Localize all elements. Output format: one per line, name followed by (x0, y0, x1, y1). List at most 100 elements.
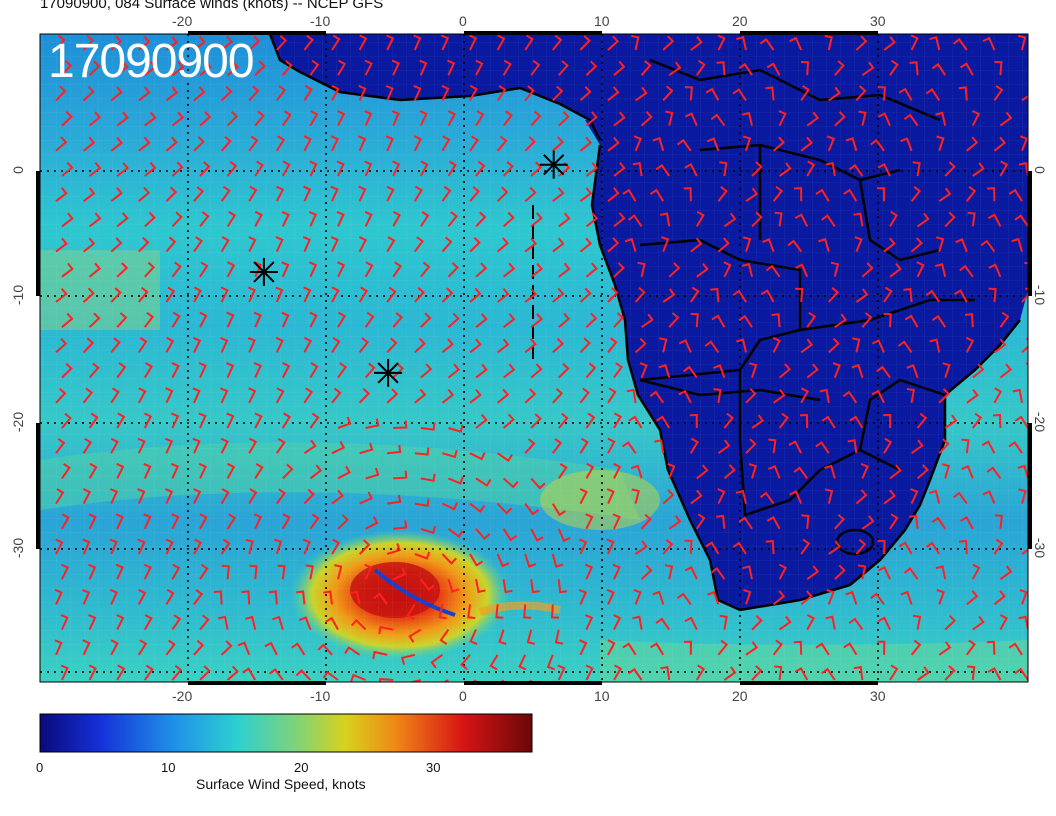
colorbar-tick-label: 30 (426, 760, 441, 775)
wind-barb (475, 313, 488, 328)
wind-barb (828, 86, 841, 102)
wind-barb (853, 212, 864, 227)
wind-barb (931, 516, 947, 530)
wind-barb (281, 110, 292, 127)
wind-barb (193, 36, 206, 51)
wind-barb (309, 362, 319, 379)
wind-barb (88, 111, 102, 127)
wind-barb (857, 564, 867, 580)
wind-barb (358, 135, 367, 152)
wind-barb (469, 186, 480, 202)
wind-barb (634, 337, 647, 354)
wind-barb (171, 111, 185, 127)
wind-barb (530, 262, 543, 278)
wind-barb (277, 564, 286, 580)
wind-barb (640, 111, 653, 127)
wind-barb (364, 210, 373, 227)
wind-barb (607, 35, 620, 51)
wind-barb (903, 567, 919, 580)
wind-barb (226, 362, 235, 379)
wind-barb (524, 34, 534, 51)
wind-barb (303, 85, 313, 101)
wind-barb (365, 467, 380, 480)
wind-barb (925, 289, 941, 303)
wind-barb (830, 261, 840, 278)
wind-barb (247, 286, 256, 303)
wind-barb (420, 312, 432, 328)
wind-barb (495, 604, 504, 619)
wind-barb (778, 363, 792, 379)
wind-barb (303, 439, 317, 455)
wind-barb (613, 212, 626, 228)
wind-barb (806, 111, 820, 127)
wind-barb (883, 437, 893, 454)
wind-barb (378, 625, 394, 635)
wind-barb (419, 110, 428, 127)
wind-barb (723, 464, 736, 480)
wind-barb (626, 388, 637, 403)
wind-barb (898, 87, 913, 101)
wind-barb (910, 639, 922, 656)
wind-barb (628, 415, 643, 429)
wind-barb (870, 592, 885, 605)
wind-barb (972, 615, 985, 631)
wind-barb (771, 313, 781, 328)
wind-barb (607, 86, 620, 102)
wind-barb (298, 616, 312, 630)
wind-barb (419, 160, 429, 177)
wind-barb (469, 236, 481, 253)
wind-barb (193, 538, 203, 555)
wind-barb (420, 473, 436, 482)
wind-barb (993, 590, 1006, 606)
wind-barb (109, 588, 119, 605)
wind-barb (165, 588, 175, 605)
wind-barb (965, 639, 976, 656)
wind-barb (935, 111, 947, 126)
wind-barb (778, 412, 790, 429)
wind-barb (579, 538, 588, 555)
wind-barb (662, 35, 675, 51)
wind-barb (1019, 135, 1028, 152)
wind-barb (723, 666, 737, 681)
wind-barb (110, 86, 123, 102)
wind-barb (82, 35, 94, 51)
wind-barb (668, 61, 682, 77)
wind-barb (164, 437, 174, 454)
wind-barb (192, 336, 202, 353)
wind-barb (909, 61, 919, 76)
wind-barb (707, 590, 720, 605)
wind-barb (364, 59, 373, 76)
wind-barb (745, 641, 759, 656)
wind-barb (373, 592, 389, 605)
wind-barb (144, 261, 156, 278)
wind-barb (448, 424, 464, 433)
wind-barb (82, 86, 95, 102)
wind-barb (82, 287, 95, 303)
wind-barb (220, 538, 231, 555)
wind-barb (413, 185, 423, 202)
wind-barb (496, 388, 510, 404)
wind-barb (116, 412, 126, 429)
wind-barb (372, 650, 388, 660)
wind-barb (1027, 73, 1028, 76)
wind-barb (447, 262, 459, 278)
wind-barb (607, 136, 620, 152)
wind-barb (1021, 87, 1028, 102)
wind-barb (460, 654, 471, 670)
wind-barb (387, 494, 402, 505)
wind-barb (303, 286, 312, 303)
wind-barb (849, 415, 864, 429)
wind-barb (137, 588, 147, 605)
wind-barb (1011, 237, 1023, 252)
wind-barb (637, 261, 646, 278)
wind-barb (253, 362, 263, 379)
wind-barb (82, 538, 91, 555)
wind-barb (944, 614, 957, 631)
wind-barb (221, 564, 230, 580)
wind-barb (1027, 325, 1028, 328)
wind-barb (524, 237, 537, 253)
wind-barb (1024, 261, 1028, 277)
wind-barb (489, 654, 499, 671)
wind-barb (110, 187, 123, 202)
